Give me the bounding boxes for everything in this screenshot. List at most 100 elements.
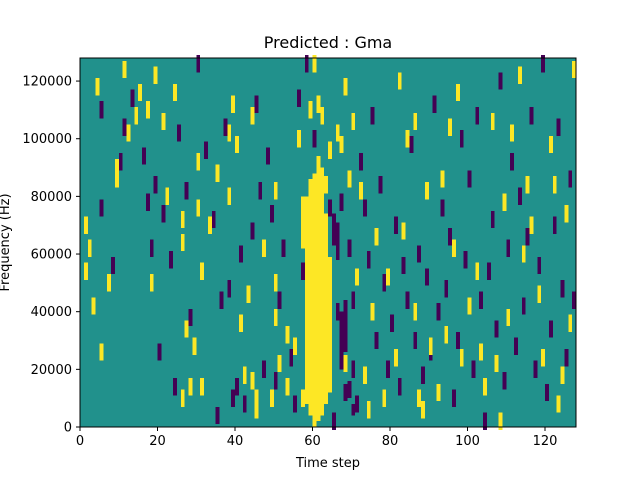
heatmap-cell-low — [293, 395, 297, 413]
heatmap-cell-high — [324, 176, 328, 194]
heatmap-cell-low — [359, 153, 363, 171]
heatmap-cell-high — [107, 274, 111, 292]
heatmap-cell-high — [95, 78, 100, 96]
heatmap-cell-high — [153, 66, 158, 84]
heatmap-cell-high — [180, 233, 185, 252]
heatmap-cell-high — [200, 377, 204, 396]
heatmap-cell-low — [231, 389, 235, 407]
y-tick-label: 20000 — [31, 363, 72, 378]
heatmap-cell-low — [463, 251, 468, 269]
heatmap-band-low — [343, 300, 348, 353]
heatmap-band-low — [351, 403, 356, 416]
heatmap-cell-high — [444, 326, 449, 344]
heatmap-cell-low — [362, 199, 367, 217]
heatmap-cell-high — [564, 205, 569, 223]
heatmap-cell-high — [180, 210, 185, 229]
heatmap-cell-low — [405, 291, 410, 309]
heatmap-cell-low — [312, 130, 317, 148]
heatmap-cell-low — [440, 199, 445, 217]
heatmap-cell-low — [401, 256, 406, 275]
heatmap-cell-high — [362, 366, 367, 384]
heatmap-cell-low — [223, 118, 228, 136]
heatmap-cell-high — [200, 262, 204, 280]
heatmap-cell-low — [552, 216, 557, 234]
heatmap-cell-low — [525, 228, 530, 246]
heatmap-cell-high — [312, 55, 317, 73]
heatmap-cell-high — [560, 366, 565, 384]
heatmap-cell-low — [242, 395, 247, 413]
heatmap-cell-high — [448, 118, 452, 136]
heatmap-cell-high — [335, 124, 340, 142]
y-tick-label: 40000 — [31, 305, 72, 320]
heatmap-cell-high — [320, 107, 325, 125]
heatmap-cell-low — [258, 181, 263, 200]
heatmap-cell-high — [184, 320, 189, 338]
heatmap-cell-low — [475, 107, 480, 125]
heatmap-band-high — [308, 179, 313, 416]
heatmap-band-high — [316, 156, 321, 422]
heatmap-cell-low — [343, 383, 348, 402]
heatmap-cell-low — [486, 262, 491, 280]
x-tick-label: 100 — [455, 434, 480, 449]
heatmap-cell-low — [393, 216, 398, 234]
heatmap-cell-high — [401, 222, 406, 240]
heatmap-cell-high — [238, 314, 243, 332]
heatmap-cell-high — [242, 366, 247, 384]
heatmap-cell-high — [525, 176, 530, 194]
heatmap-band-high — [320, 167, 325, 416]
heatmap-cell-high — [490, 112, 495, 131]
heatmap-cell-high — [510, 124, 514, 142]
heatmap-cell-low — [335, 303, 340, 321]
heatmap-cell-low — [560, 279, 565, 298]
heatmap-cell-low — [145, 193, 150, 211]
heatmap-cell-low — [331, 412, 336, 430]
heatmap-cell-high — [231, 95, 235, 113]
heatmap-cell-low — [386, 360, 390, 378]
heatmap-cell-high — [552, 176, 557, 194]
heatmap-cell-high — [521, 245, 526, 263]
heatmap-cell-low — [238, 245, 243, 263]
heatmap-cell-low — [471, 360, 476, 378]
heatmap-cell-high — [440, 170, 445, 188]
heatmap-cell-high — [196, 153, 201, 171]
heatmap-band-low — [331, 213, 336, 237]
heatmap-cell-high — [126, 124, 131, 142]
y-axis-label: Frequency (Hz) — [0, 193, 13, 291]
heatmap-cell-low — [521, 297, 526, 315]
chart-title: Predicted : Gma — [264, 33, 392, 52]
heatmap-cell-high — [382, 389, 387, 407]
x-tick-label: 40 — [227, 434, 244, 449]
heatmap-cell-low — [99, 199, 104, 217]
heatmap-cell-high — [122, 60, 127, 79]
heatmap-cell-high — [277, 354, 282, 373]
heatmap-cell-high — [138, 83, 142, 102]
heatmap-cell-low — [351, 291, 356, 309]
heatmap-cell-high — [165, 187, 170, 206]
heatmap-cell-low — [304, 55, 309, 73]
heatmap-cell-high — [250, 372, 255, 390]
heatmap-cell-low — [157, 343, 162, 361]
heatmap-cell-high — [269, 389, 274, 407]
heatmap-cell-low — [506, 239, 511, 257]
heatmap-cell-low — [300, 262, 305, 280]
heatmap-cell-low — [409, 135, 414, 154]
heatmap-cell-high — [297, 130, 301, 148]
heatmap-cell-low — [184, 181, 189, 200]
heatmap-cell-low — [479, 291, 483, 309]
heatmap-cell-high — [494, 354, 499, 373]
heatmap-cell-low — [436, 303, 441, 321]
heatmap-cell-high — [436, 383, 441, 402]
heatmap-cell-high — [541, 349, 545, 367]
heatmap-band-high — [328, 259, 332, 393]
heatmap-cell-high — [328, 141, 332, 159]
y-axis: 0 20000 40000 60000 80000 100000 120000 — [22, 75, 80, 436]
heatmap-cell-high — [161, 112, 166, 131]
heatmap-cell-high — [556, 395, 561, 413]
heatmap-cell-high — [91, 297, 96, 315]
heatmap-cell-low — [545, 383, 549, 402]
heatmap-cell-low — [99, 101, 104, 119]
heatmap-cell-low — [335, 222, 340, 240]
heatmap-cell-high — [343, 354, 348, 373]
x-axis-label: Time step — [295, 456, 360, 471]
